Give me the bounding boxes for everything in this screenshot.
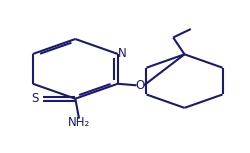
Text: NH₂: NH₂: [68, 116, 90, 129]
Text: S: S: [31, 92, 39, 105]
Text: O: O: [135, 79, 144, 92]
Text: N: N: [117, 47, 126, 60]
